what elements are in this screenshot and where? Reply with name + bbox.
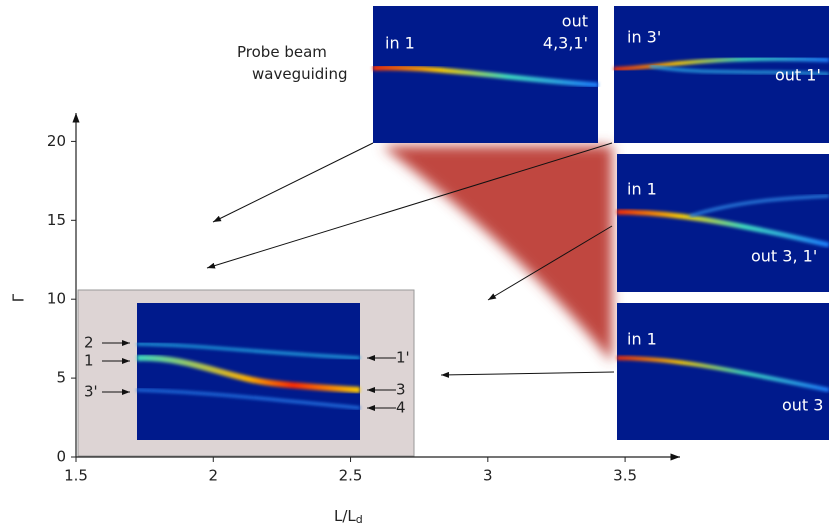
panel-label: out 1' [775, 66, 821, 85]
x-tick-label: 2.5 [339, 467, 363, 485]
panel-label: out [562, 12, 588, 31]
inset-label: 4 [396, 399, 406, 417]
x-tick-label: 1.5 [64, 467, 88, 485]
x-tick-label: 3 [483, 467, 493, 485]
y-axis-label: Γ [10, 293, 28, 302]
panel-label: in 3' [627, 28, 661, 47]
panel-label: out 3, 1' [751, 247, 817, 266]
x-axis-label: L/Ld [334, 507, 363, 527]
inset-label: 3' [84, 383, 98, 401]
panel-3: in 1 out 3, 1' [616, 154, 829, 292]
y-tick-label: 0 [56, 448, 66, 466]
inset-label: 2 [84, 334, 94, 352]
panel-label: 4,3,1' [543, 34, 588, 53]
y-tick-label: 10 [47, 290, 66, 308]
shaded-region [382, 146, 612, 362]
title: Probe beam waveguiding [237, 43, 347, 83]
y-tick-label: 20 [47, 132, 66, 150]
panel-2: in 3' out 1' [613, 6, 829, 143]
panel-label: in 1 [385, 34, 415, 53]
x-tick-label: 2 [208, 467, 218, 485]
y-tick-label: 5 [56, 369, 66, 387]
inset-label: 3 [396, 381, 406, 399]
panel-4: in 1 out 3 [616, 303, 829, 440]
panel-label: out 3 [782, 396, 823, 415]
panel-label: in 1 [627, 330, 657, 349]
panel-1: in 1 out 4,3,1' [372, 6, 599, 143]
panel-label: in 1 [627, 180, 657, 199]
x-axis-label-main: L/L [334, 507, 356, 525]
x-axis-label-sub: d [356, 513, 363, 526]
y-tick-label: 15 [47, 211, 66, 229]
inset [77, 289, 415, 457]
inset-label: 1 [84, 352, 94, 370]
inset-label: 1' [396, 349, 410, 367]
x-tick-label: 3.5 [613, 467, 637, 485]
